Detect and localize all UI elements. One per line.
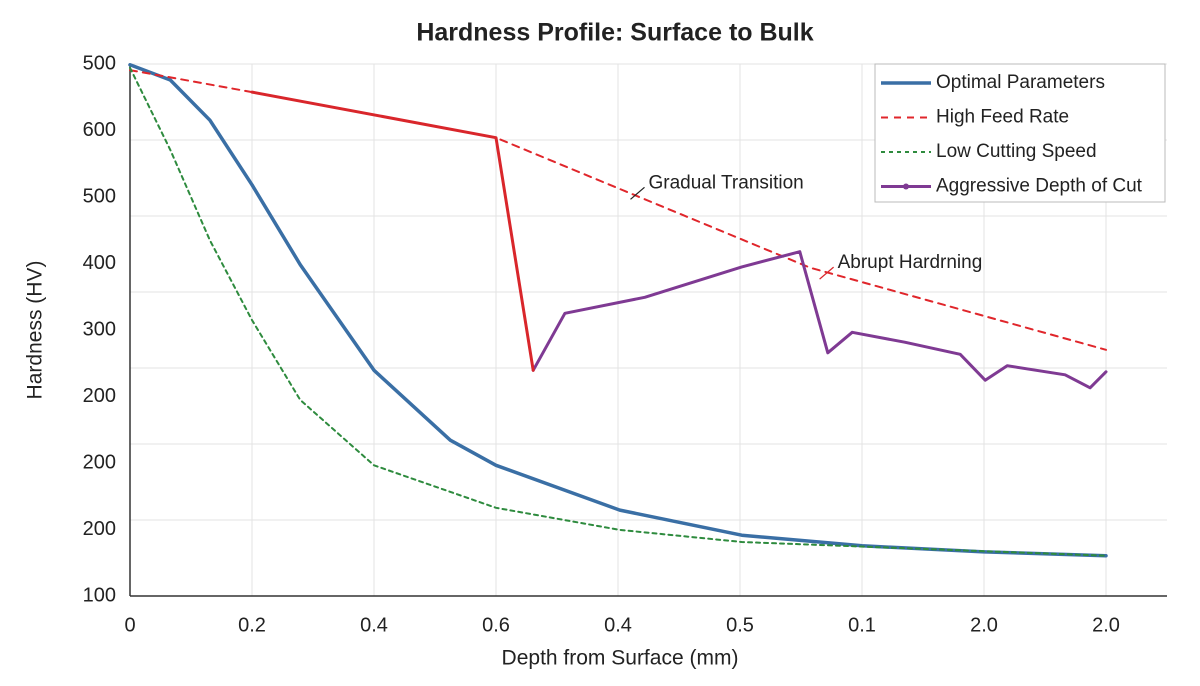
x-tick-label: 2.0 <box>970 614 998 636</box>
annotation-pointer <box>630 186 645 200</box>
annotation: Gradual Transition <box>649 172 804 193</box>
x-tick-label: 2.0 <box>1092 614 1120 636</box>
y-tick-label: 400 <box>83 252 116 274</box>
y-tick-label: 100 <box>83 584 116 606</box>
legend-marker <box>903 183 909 190</box>
legend-label: High Feed Rate <box>936 107 1069 128</box>
y-axis-label: Hardness (HV) <box>24 261 47 400</box>
y-tick-label: 200 <box>83 451 116 473</box>
series-line <box>250 90 535 372</box>
y-tick-label: 200 <box>83 518 116 540</box>
y-tick-label: 500 <box>83 185 116 207</box>
annotation-pointer <box>819 266 834 280</box>
y-tick-label: 300 <box>83 318 116 340</box>
chart-title: Hardness Profile: Surface to Bulk <box>416 19 813 47</box>
legend-box <box>874 63 1166 203</box>
legend-label: Aggressive Depth of Cut <box>936 176 1143 197</box>
series-line <box>129 66 1107 557</box>
y-tick-label: 600 <box>83 119 116 141</box>
x-tick-label: 0.6 <box>482 614 510 636</box>
x-tick-label: 0.2 <box>238 614 266 636</box>
x-axis-label: Depth from Surface (mm) <box>502 647 739 670</box>
series-line <box>129 69 1107 351</box>
legend-label: Low Cutting Speed <box>936 141 1097 162</box>
series-line <box>531 250 1108 390</box>
legend-label: Optimal Parameters <box>936 72 1105 93</box>
annotation: Abrupt Hardrning <box>838 252 983 273</box>
x-tick-label: 0.4 <box>360 614 388 636</box>
y-tick-label: 500 <box>83 52 116 74</box>
x-tick-label: 0.1 <box>848 614 876 636</box>
x-tick-label: 0 <box>124 614 135 636</box>
x-tick-label: 0.4 <box>604 614 632 636</box>
y-tick-label: 200 <box>83 385 116 407</box>
x-tick-label: 0.5 <box>726 614 754 636</box>
